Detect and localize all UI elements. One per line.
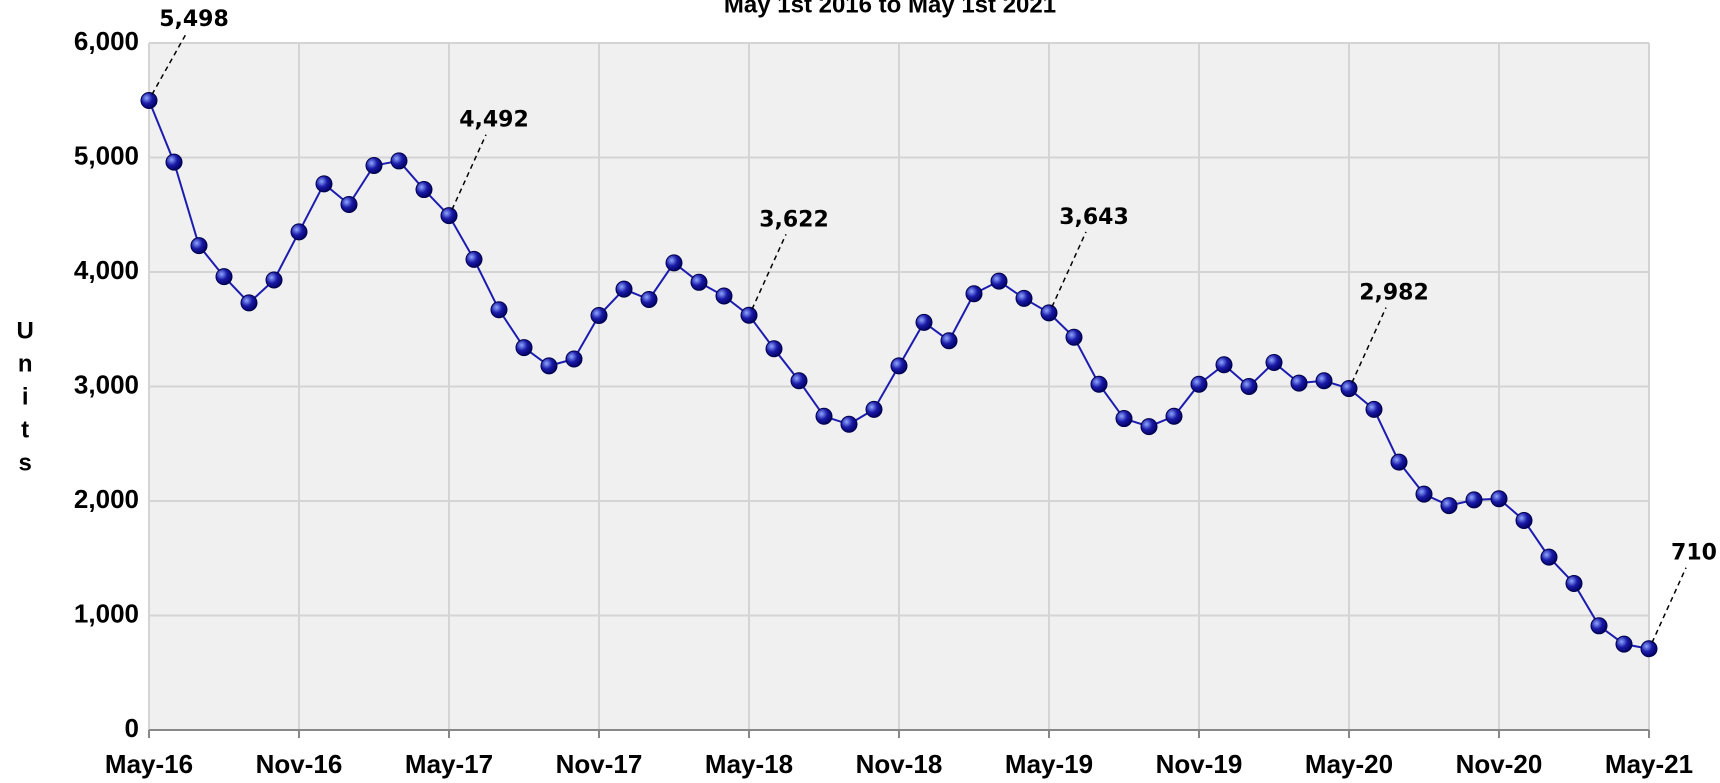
marker: [1315, 372, 1333, 390]
x-tick-label: May-19: [1005, 749, 1093, 779]
marker: [890, 357, 908, 375]
x-tick-label: Nov-16: [256, 749, 343, 779]
marker: [940, 332, 958, 350]
leader-line: [1051, 231, 1087, 308]
marker: [1390, 453, 1408, 471]
marker: [765, 340, 783, 358]
leader-line: [451, 134, 487, 210]
leader-line: [151, 33, 187, 95]
marker: [165, 153, 183, 171]
marker: [915, 313, 933, 331]
marker: [1040, 304, 1058, 322]
y-tick-label: 4,000: [74, 255, 139, 285]
marker: [340, 195, 358, 213]
marker: [1115, 410, 1133, 428]
marker: [615, 280, 633, 298]
marker: [190, 237, 208, 255]
marker: [640, 290, 658, 308]
marker: [390, 152, 408, 170]
marker: [965, 285, 983, 303]
marker: [415, 181, 433, 199]
marker: [790, 372, 808, 390]
marker: [865, 400, 883, 418]
marker: [1240, 378, 1258, 395]
x-tick-label: Nov-19: [1156, 749, 1243, 779]
x-tick-label: Nov-18: [856, 749, 943, 779]
marker: [1515, 511, 1533, 529]
marker: [315, 175, 333, 193]
x-tick-label: Nov-17: [556, 749, 643, 779]
marker: [1090, 375, 1108, 393]
x-tick-label: May-17: [405, 749, 493, 779]
chart-title: May 1st 2016 to May 1st 2021: [724, 0, 1056, 18]
marker: [1540, 548, 1558, 566]
marker: [740, 306, 758, 324]
x-tick-label: Nov-20: [1456, 749, 1543, 779]
data-label: 5,498: [159, 7, 229, 32]
x-tick-label: May-16: [105, 749, 193, 779]
y-tick-label: 3,000: [74, 369, 139, 399]
marker: [590, 307, 608, 325]
marker: [265, 271, 283, 289]
data-label: 3,643: [1059, 205, 1129, 230]
marker: [990, 272, 1008, 290]
data-label: 710: [1671, 541, 1717, 566]
marker: [290, 223, 308, 241]
x-tick-label: May-20: [1305, 749, 1393, 779]
marker: [1615, 635, 1633, 653]
x-tick-label: May-21: [1605, 749, 1693, 779]
leader-line: [1651, 567, 1687, 644]
marker: [1590, 617, 1608, 635]
leader-line: [751, 233, 787, 310]
marker: [365, 157, 383, 175]
y-tick-label: 1,000: [74, 598, 139, 628]
marker: [1165, 407, 1183, 425]
marker: [1015, 289, 1033, 307]
data-label: 3,622: [759, 207, 829, 232]
marker: [1415, 485, 1433, 503]
marker: [1265, 353, 1283, 371]
marker: [140, 91, 158, 109]
x-tick-label: May-18: [705, 749, 793, 779]
marker: [840, 415, 858, 433]
marker: [490, 301, 508, 319]
marker: [690, 273, 708, 291]
y-tick-label: 2,000: [74, 484, 139, 514]
marker: [1190, 375, 1208, 393]
marker: [515, 339, 533, 357]
leader-line: [1351, 307, 1387, 383]
marker: [465, 250, 483, 268]
marker: [815, 407, 833, 425]
y-tick-label: 0: [125, 713, 139, 743]
marker: [1640, 640, 1658, 658]
y-tick-label: 6,000: [74, 26, 139, 56]
y-axis-label: Units: [12, 318, 39, 483]
marker: [440, 207, 458, 225]
y-tick-label: 5,000: [74, 140, 139, 170]
marker: [1065, 328, 1083, 346]
marker: [715, 287, 733, 305]
marker: [565, 350, 583, 368]
marker: [1140, 418, 1158, 436]
marker: [1365, 400, 1383, 418]
marker: [1290, 374, 1308, 392]
marker: [215, 268, 233, 286]
marker: [240, 294, 258, 312]
marker: [665, 254, 683, 272]
marker: [1215, 356, 1233, 374]
marker: [1490, 490, 1508, 508]
marker: [1565, 574, 1583, 592]
data-label: 2,982: [1359, 281, 1429, 306]
data-label: 4,492: [459, 108, 529, 133]
marker: [540, 357, 558, 375]
marker: [1340, 380, 1358, 398]
marker: [1440, 497, 1458, 515]
marker: [1465, 491, 1483, 509]
